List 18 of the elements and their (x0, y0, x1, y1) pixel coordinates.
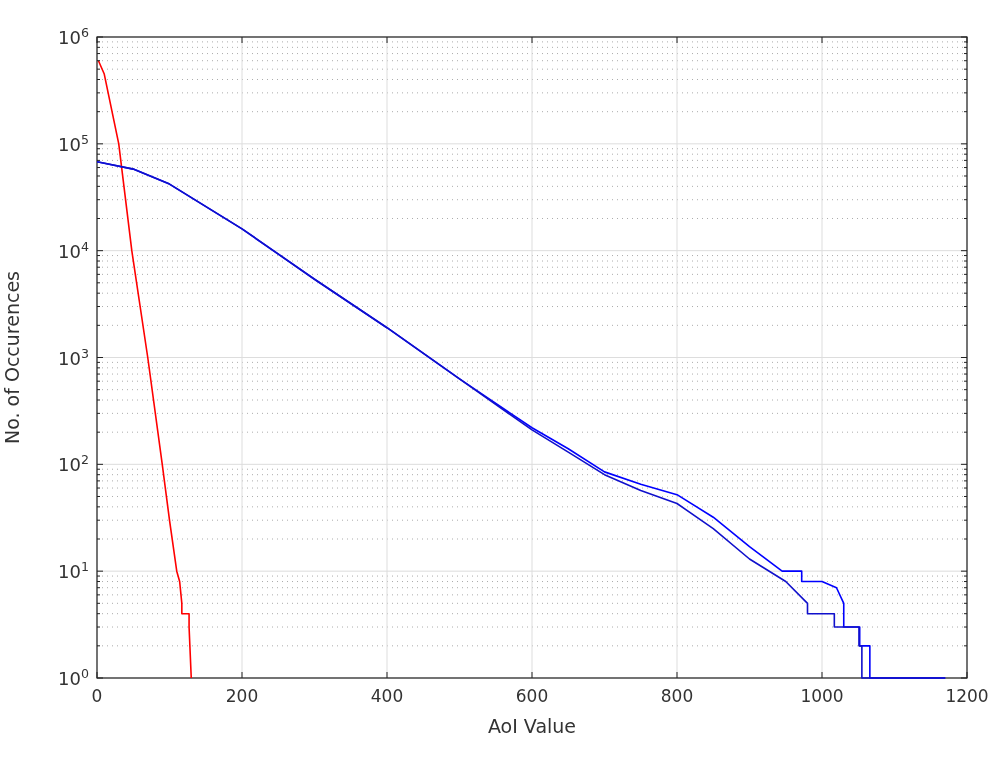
x-tick-label: 200 (225, 686, 259, 706)
y-axis-title: No. of Occurences (1, 271, 23, 444)
y-tick-label: 10$^{4}$ (58, 238, 89, 262)
y-tick-label: 10$^{1}$ (58, 558, 89, 583)
x-tick-label: 400 (370, 686, 404, 706)
y-tick-label: 10$^{2}$ (58, 451, 89, 476)
line-series (97, 59, 193, 679)
x-tick-label: 600 (515, 686, 549, 706)
x-tick-label: 0 (91, 686, 103, 706)
x-tick-label: 1200 (945, 686, 989, 706)
x-axis-title: AoI Value (487, 715, 577, 737)
y-tick-label: 10$^{5}$ (58, 131, 89, 155)
y-tick-label: 10$^{0}$ (58, 665, 89, 689)
line-series (97, 160, 947, 679)
x-tick-label: 1000 (800, 686, 844, 706)
x-tick-label: 800 (660, 686, 694, 706)
y-tick-label: 10$^{6}$ (58, 24, 89, 48)
y-tick-label: 10$^{3}$ (58, 345, 89, 369)
